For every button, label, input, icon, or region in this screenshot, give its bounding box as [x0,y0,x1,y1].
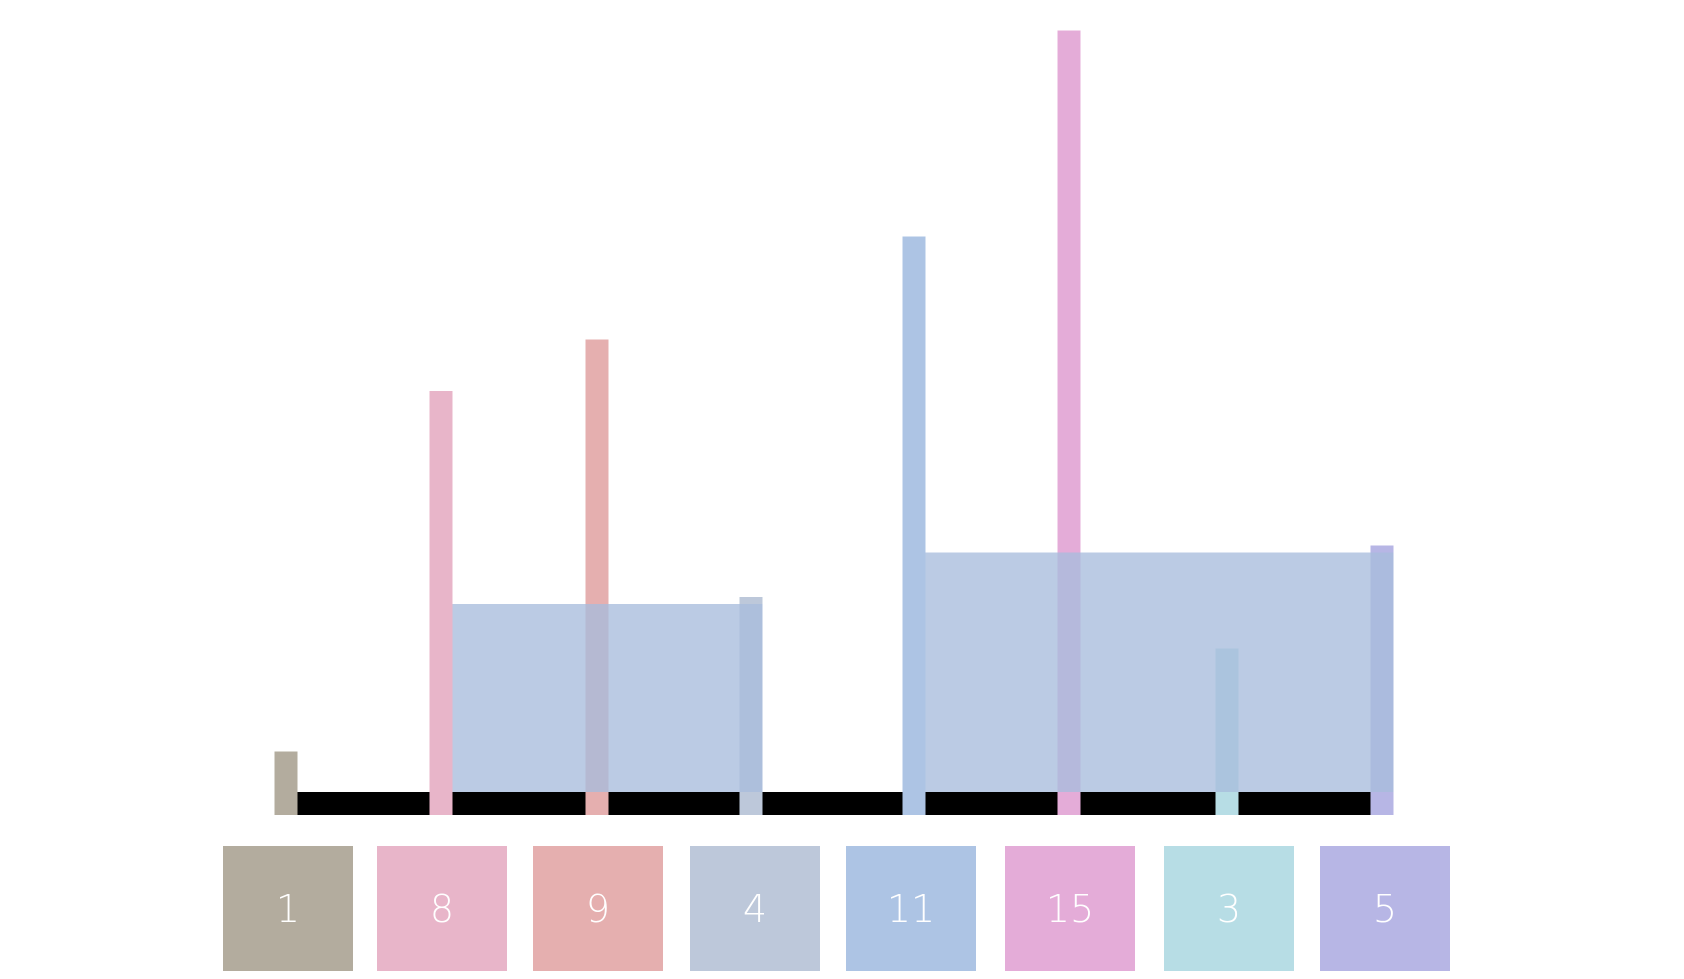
value-card-label: 15 [1045,886,1095,931]
value-card-15: 15 [1005,846,1135,971]
value-card-1: 1 [223,846,353,971]
value-card-8: 8 [377,846,507,971]
value-card-3: 3 [1164,846,1294,971]
value-card-label: 3 [1216,886,1242,931]
height-bar-2 [429,391,453,815]
value-card-label: 4 [742,886,768,931]
value-card-9: 9 [533,846,663,971]
value-card-label: 11 [886,886,936,931]
water-container-2 [925,552,1394,792]
height-bar-1 [274,751,298,815]
value-card-4: 4 [690,846,820,971]
value-card-11: 11 [846,846,976,971]
height-bar-5 [902,236,926,815]
value-card-label: 1 [275,886,301,931]
value-card-5: 5 [1320,846,1450,971]
water-container-1 [452,604,763,792]
base-line [297,792,1382,815]
value-card-label: 8 [429,886,455,931]
value-card-label: 5 [1372,886,1398,931]
value-card-label: 9 [585,886,611,931]
